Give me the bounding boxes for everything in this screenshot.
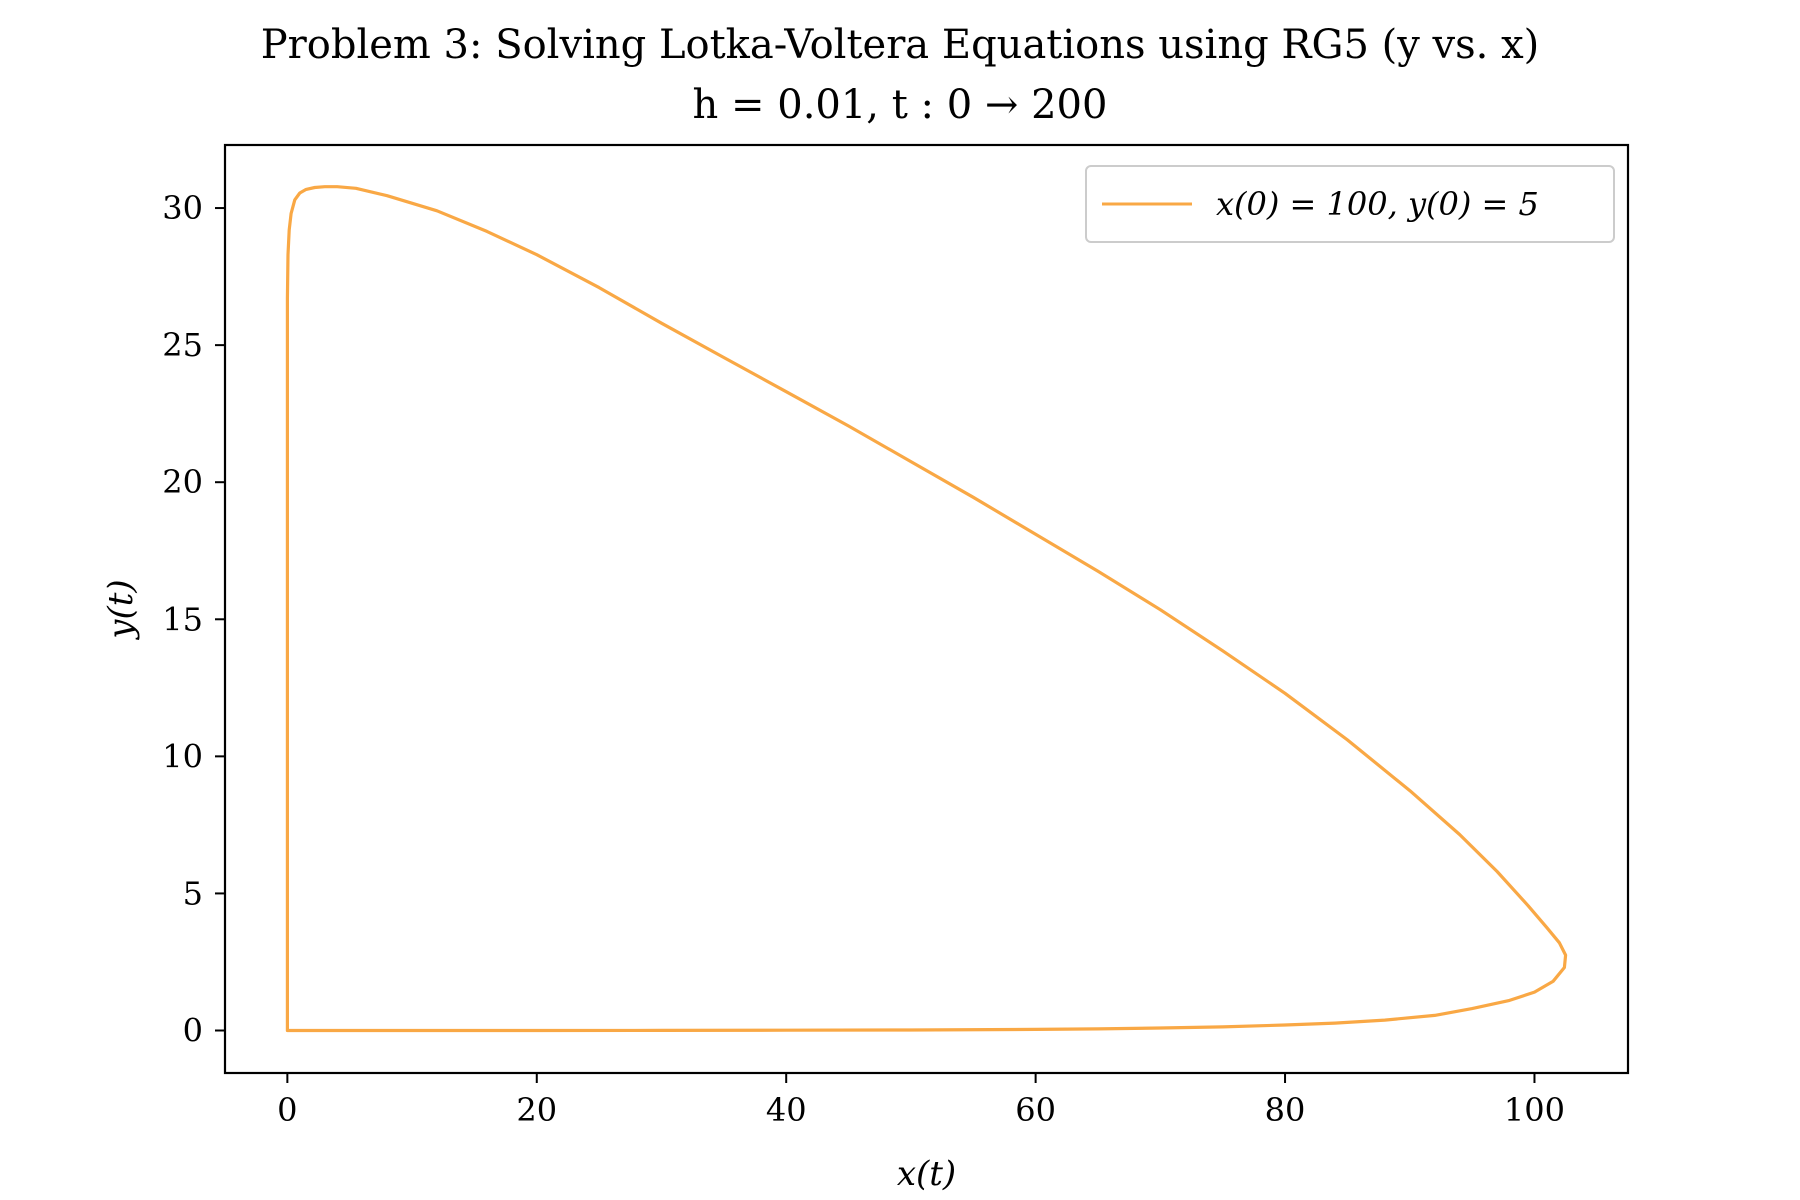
y-axis-label: y(t) xyxy=(101,579,141,640)
series-line xyxy=(285,185,1568,1033)
x-tick-label: 0 xyxy=(277,1091,297,1129)
x-tick-label: 20 xyxy=(516,1091,557,1129)
chart-subtitle: h = 0.01, t : 0 → 200 xyxy=(693,82,1108,128)
legend-label: x(0) = 100, y(0) = 5 xyxy=(1216,185,1539,223)
y-axis: 0 5 10 15 20 25 30 xyxy=(162,189,225,1050)
legend-box xyxy=(1085,165,1615,243)
x-tick-label: 60 xyxy=(1015,1091,1056,1129)
axes-frame xyxy=(223,143,1630,1075)
y-tick-label: 25 xyxy=(162,326,203,364)
x-tick-label: 40 xyxy=(766,1091,807,1129)
x-tick-label: 100 xyxy=(1504,1091,1565,1129)
x-tick-label: 80 xyxy=(1265,1091,1306,1129)
chart-title: Problem 3: Solving Lotka-Voltera Equatio… xyxy=(261,22,1540,68)
x-axis-label: x(t) xyxy=(897,1154,956,1194)
x-axis: 0 20 40 60 80 100 xyxy=(277,1073,1565,1129)
plot-area xyxy=(223,143,1630,1075)
y-tick-label: 20 xyxy=(162,463,203,501)
y-tick-label: 30 xyxy=(162,189,203,227)
y-tick-label: 0 xyxy=(183,1012,203,1050)
y-tick-label: 15 xyxy=(162,600,203,638)
y-tick-label: 10 xyxy=(162,737,203,775)
y-tick-label: 5 xyxy=(183,874,203,912)
series-layer xyxy=(285,185,1568,1033)
legend: x(0) = 100, y(0) = 5 xyxy=(1085,165,1615,243)
